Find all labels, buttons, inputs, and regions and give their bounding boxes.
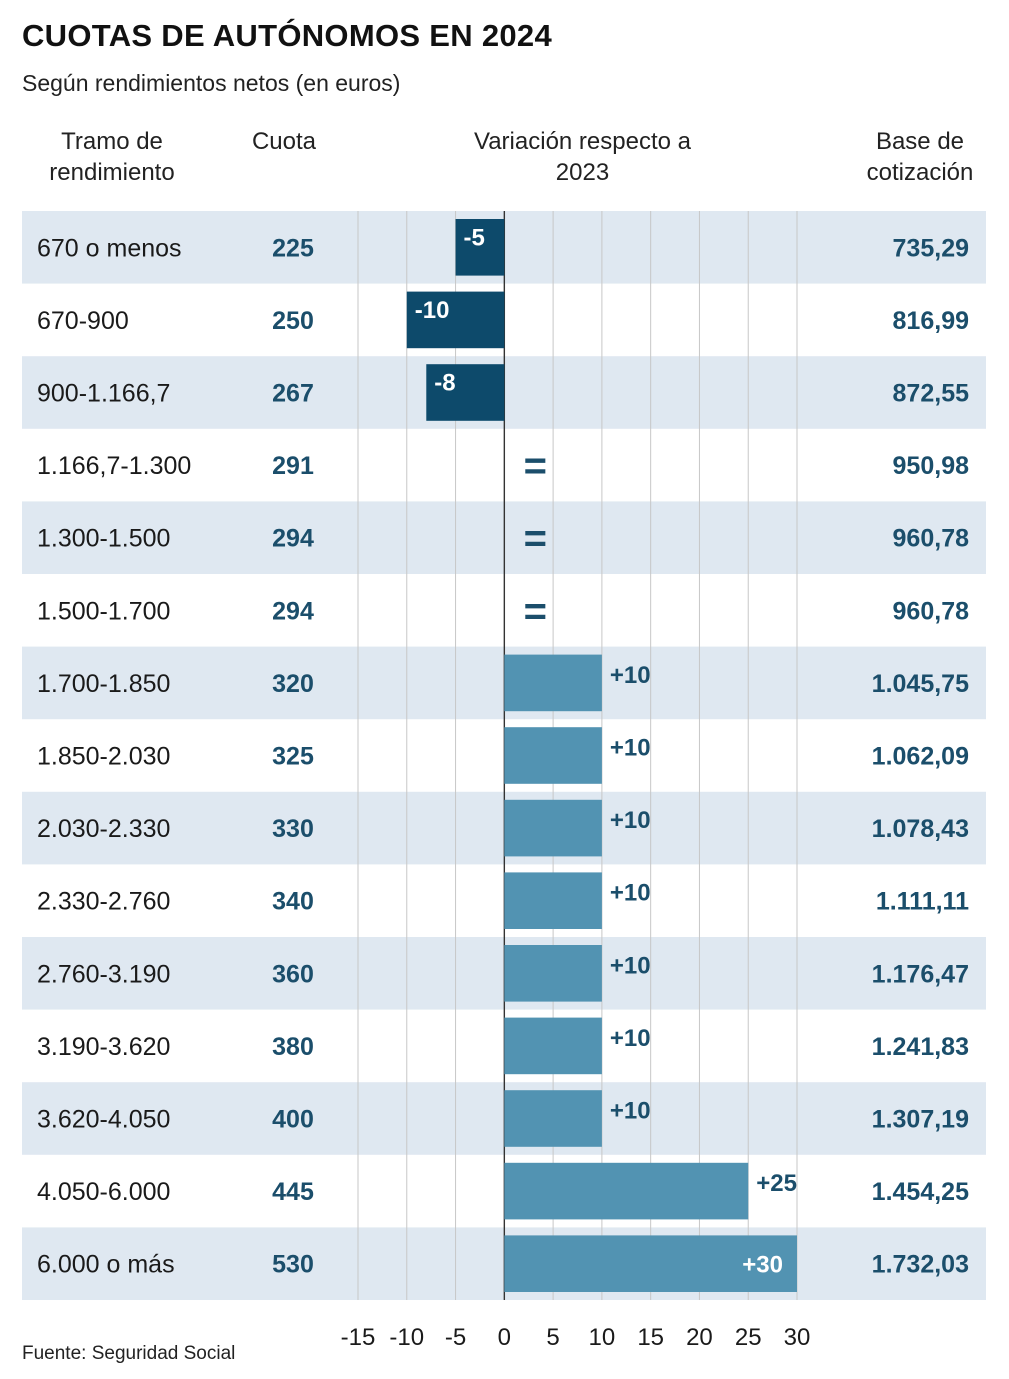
x-tick-label: -15 xyxy=(341,1324,376,1351)
tramo-label: 1.850-2.030 xyxy=(37,743,170,771)
source-note: Fuente: Seguridad Social xyxy=(22,1343,236,1364)
tramo-label: 670 o menos xyxy=(37,234,182,262)
base-value: 1.045,75 xyxy=(872,670,969,698)
cuota-value: 250 xyxy=(272,307,314,335)
bar-negative xyxy=(426,364,505,421)
tramo-label: 1.500-1.700 xyxy=(37,597,170,625)
tramo-label: 1.300-1.500 xyxy=(37,525,170,553)
tramo-label: 670-900 xyxy=(37,307,129,335)
cuota-value: 320 xyxy=(272,670,314,698)
bar-label: +10 xyxy=(610,1098,651,1125)
cuota-value: 445 xyxy=(272,1178,314,1206)
base-value: 1.454,25 xyxy=(872,1178,969,1206)
base-value: 960,78 xyxy=(893,597,970,625)
tramo-label: 4.050-6.000 xyxy=(37,1178,170,1206)
cuota-value: 325 xyxy=(272,743,314,771)
tramo-label: 900-1.166,7 xyxy=(37,380,170,408)
bar-label: +10 xyxy=(610,880,651,907)
bar-positive xyxy=(504,945,602,1002)
base-value: 872,55 xyxy=(893,380,970,408)
cuota-value: 400 xyxy=(272,1106,314,1134)
bar-positive xyxy=(504,799,602,857)
base-value: 735,29 xyxy=(893,234,969,262)
cuota-value: 340 xyxy=(272,888,314,916)
bar-positive xyxy=(504,1090,602,1147)
base-value: 816,99 xyxy=(893,307,969,335)
cuota-value: 294 xyxy=(272,597,314,625)
cuota-value: 330 xyxy=(272,815,314,843)
x-tick-label: 20 xyxy=(686,1324,713,1351)
base-value: 1.307,19 xyxy=(872,1106,969,1134)
bar-label: -8 xyxy=(434,370,455,397)
x-tick-label: 15 xyxy=(637,1324,664,1351)
base-value: 1.176,47 xyxy=(872,960,969,988)
header-tramo: Tramo de rendimiento xyxy=(49,128,175,186)
tramo-label: 3.190-3.620 xyxy=(37,1033,170,1061)
tramo-label: 2.330-2.760 xyxy=(37,888,170,916)
base-value: 1.111,11 xyxy=(876,888,969,916)
chart-title: CUOTAS DE AUTÓNOMOS EN 2024 xyxy=(22,18,553,53)
tramo-label: 6.000 o más xyxy=(37,1251,175,1279)
cuota-value: 294 xyxy=(272,525,314,553)
cuota-value: 530 xyxy=(272,1251,314,1279)
x-tick-label: 0 xyxy=(498,1324,511,1351)
header-variacion: Variación respecto a 2023 xyxy=(473,128,691,186)
bar-label: +10 xyxy=(610,952,651,979)
bar-label: -10 xyxy=(415,297,450,324)
bar-negative xyxy=(406,291,505,349)
bar-label: +10 xyxy=(610,662,651,689)
cuota-value: 267 xyxy=(272,380,314,408)
bar-label: -5 xyxy=(464,224,485,251)
bar-label: +10 xyxy=(610,1025,651,1052)
header-cuota: Cuota xyxy=(251,128,317,155)
base-value: 950,98 xyxy=(893,452,970,480)
bar-label: +25 xyxy=(756,1170,797,1197)
header-base: Base de cotización xyxy=(866,128,974,186)
bar-positive xyxy=(504,1235,797,1292)
base-value: 1.062,09 xyxy=(872,743,969,771)
tramo-label: 1.166,7-1.300 xyxy=(37,452,191,480)
bar-positive xyxy=(504,872,602,929)
x-tick-label: -10 xyxy=(389,1324,424,1351)
cuota-value: 360 xyxy=(272,960,314,988)
cuota-value: 380 xyxy=(272,1033,314,1061)
x-tick-label: 5 xyxy=(546,1324,559,1351)
bar-positive xyxy=(504,1162,749,1220)
base-value: 960,78 xyxy=(893,525,970,553)
bar-label: +30 xyxy=(742,1252,783,1279)
bar-positive xyxy=(504,1017,602,1075)
bar-label: +10 xyxy=(610,735,651,762)
x-tick-label: -5 xyxy=(445,1324,466,1351)
cuota-value: 225 xyxy=(272,234,314,262)
x-tick-label: 10 xyxy=(589,1324,616,1351)
tramo-label: 2.760-3.190 xyxy=(37,960,170,988)
cuota-value: 291 xyxy=(272,452,314,480)
no-change-label: = xyxy=(524,517,547,561)
no-change-label: = xyxy=(524,444,547,488)
chart-subtitle: Según rendimientos netos (en euros) xyxy=(22,70,401,96)
bar-positive xyxy=(504,654,602,712)
bar-label: +10 xyxy=(610,807,651,834)
x-tick-label: 25 xyxy=(735,1324,762,1351)
base-value: 1.078,43 xyxy=(872,815,969,843)
base-value: 1.732,03 xyxy=(872,1251,969,1279)
base-value: 1.241,83 xyxy=(872,1033,969,1061)
tramo-label: 1.700-1.850 xyxy=(37,670,170,698)
tramo-label: 2.030-2.330 xyxy=(37,815,170,843)
no-change-label: = xyxy=(524,589,547,633)
bar-negative xyxy=(455,219,505,276)
x-tick-label: 30 xyxy=(784,1324,811,1351)
tramo-label: 3.620-4.050 xyxy=(37,1106,170,1134)
bar-positive xyxy=(504,727,602,784)
